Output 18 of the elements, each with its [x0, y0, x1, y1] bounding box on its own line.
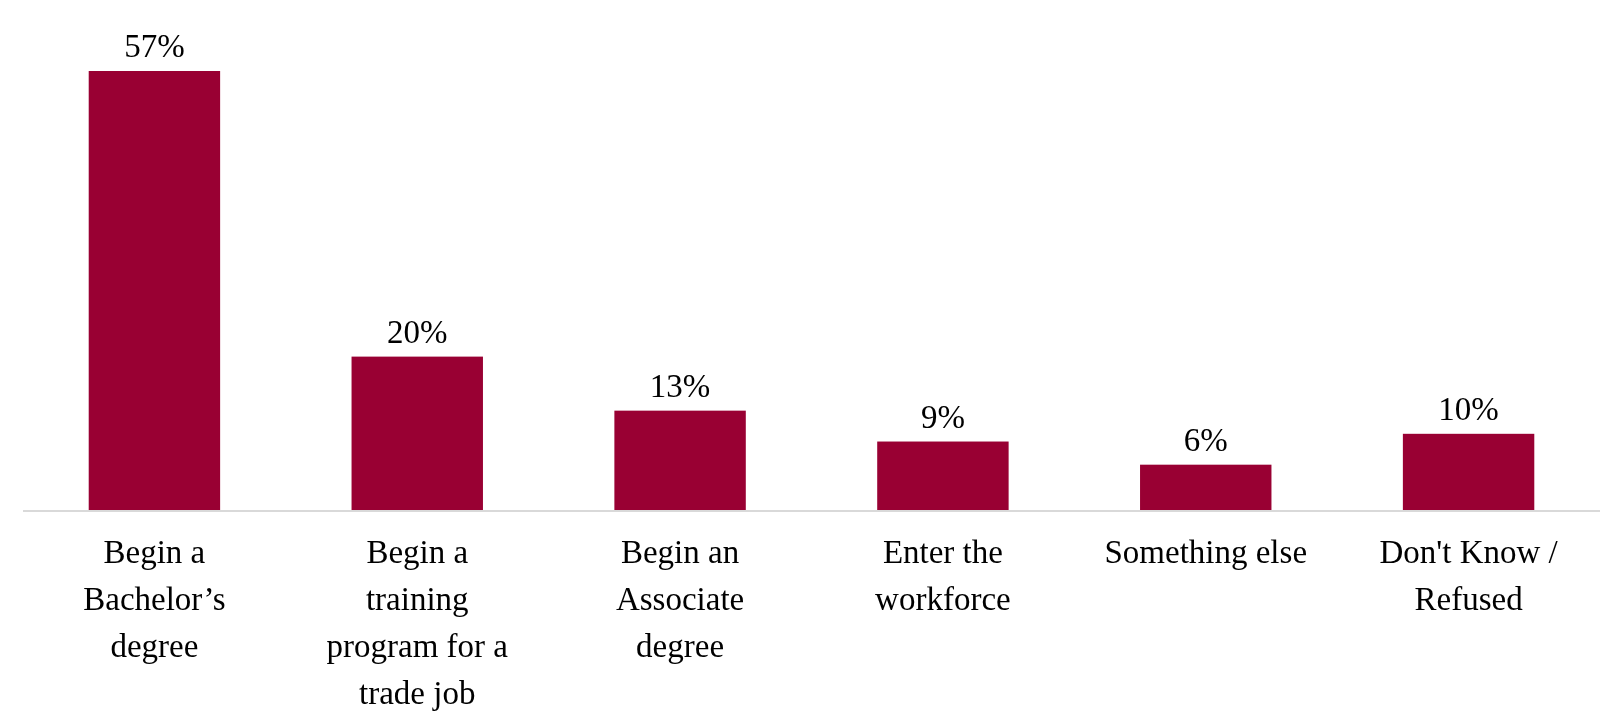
bar: [1402, 433, 1535, 511]
bar: [1140, 464, 1272, 511]
data-label: 57%: [124, 28, 185, 64]
data-label: 9%: [920, 398, 965, 435]
x-tick-label: Enter the workforce: [875, 534, 1011, 617]
x-tick-label: Begin a training program for a trade job: [326, 534, 509, 711]
bar: [877, 441, 1009, 511]
bar: [88, 71, 221, 511]
x-tick-label: Begin a Bachelor’s degree: [83, 534, 226, 664]
bar: [614, 410, 746, 511]
x-tick-label: Something else: [1104, 534, 1308, 570]
data-label: 10%: [1438, 390, 1499, 427]
data-label: 20%: [387, 313, 448, 350]
bar: [351, 356, 483, 511]
data-label: 6%: [1183, 421, 1228, 458]
data-label: 13%: [649, 367, 711, 404]
x-tick-label: Don't Know / Refused: [1379, 534, 1559, 617]
x-tick-label: Begin an Associate degree: [615, 534, 745, 664]
